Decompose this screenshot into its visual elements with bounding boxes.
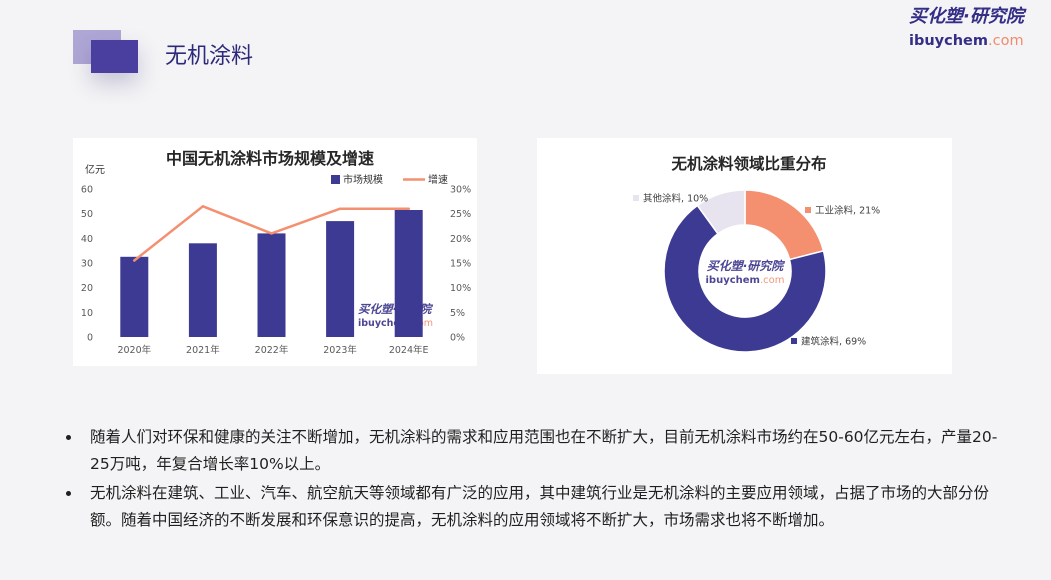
summary-bullet-list: 随着人们对环保和健康的关注不断增加，无机涂料的需求和应用范围也在不断扩大，目前无… bbox=[62, 424, 1005, 536]
bar bbox=[326, 221, 355, 337]
donut-slices bbox=[663, 189, 827, 353]
data-label: 其他涂料, 10% bbox=[633, 193, 708, 205]
x-axis-tick-label: 2021年 bbox=[186, 344, 220, 356]
bar bbox=[394, 210, 423, 337]
y2-axis-tick-label: 15% bbox=[450, 259, 471, 270]
data-label-unit: % bbox=[699, 194, 708, 205]
donut-slice bbox=[744, 189, 825, 261]
y-axis-tick-label: 50 bbox=[81, 209, 93, 220]
growth-rate-point bbox=[270, 232, 273, 235]
y-axis-tick-label: 20 bbox=[81, 283, 93, 294]
data-label-category: 建筑涂料 bbox=[801, 336, 840, 348]
logo-chinese-text: 买化塑·研究院 bbox=[909, 6, 1024, 27]
y-axis-tick-label: 10 bbox=[81, 308, 93, 319]
chart-legend: 市场规模 增速 bbox=[331, 173, 448, 186]
bullet-text: 随着人们对环保和健康的关注不断增加，无机涂料的需求和应用范围也在不断扩大，目前无… bbox=[90, 428, 998, 473]
data-label-swatch bbox=[633, 195, 639, 201]
x-axis-tick-label: 2022年 bbox=[255, 344, 289, 356]
y2-axis-tick-label: 5% bbox=[450, 308, 465, 319]
y2-axis-tick-label: 10% bbox=[450, 283, 471, 294]
page-title: 无机涂料 bbox=[165, 44, 254, 69]
data-label-text: 建筑涂料, 69% bbox=[801, 336, 866, 348]
watermark-domain-text: ibuychem.com bbox=[705, 275, 784, 286]
application-share-donut-chart: 无机涂料领域比重分布 工业涂料, 21%建筑涂料, 69%其他涂料, 10% 买… bbox=[633, 154, 880, 353]
line-series bbox=[133, 205, 410, 262]
y-axis-unit-label: 亿元 bbox=[85, 163, 105, 176]
legend-label-growth-rate: 增速 bbox=[428, 173, 448, 186]
data-label-value: 69 bbox=[845, 337, 857, 348]
donut-center-watermark: 买化塑·研究院 ibuychem.com bbox=[705, 259, 785, 286]
chart-title: 无机涂料领域比重分布 bbox=[670, 154, 826, 173]
bullet-icon bbox=[66, 435, 71, 440]
chart-axes: 0 10 20 30 40 50 60 0% 5% 10% 15% 20% 25% 30% 2020年 202… bbox=[81, 185, 471, 357]
donut-slice bbox=[663, 204, 827, 353]
data-label-unit: % bbox=[857, 337, 866, 348]
application-share-chart-card: 无机涂料领域比重分布 工业涂料, 21% 建筑涂料, 69% 其他涂料, 10% 买… bbox=[537, 138, 952, 374]
brand-logo: 买化塑·研究院 ibuychem.com bbox=[909, 6, 1024, 50]
y2-axis-tick-label: 20% bbox=[450, 234, 471, 245]
legend-label-market-size: 市场规模 bbox=[343, 173, 383, 186]
data-label-category: 工业涂料 bbox=[815, 205, 854, 217]
donut-slice bbox=[696, 189, 746, 235]
watermark-domain-name: ibuychem bbox=[705, 275, 759, 286]
x-axis-tick-label: 2024年E bbox=[389, 344, 429, 356]
logo-domain-text: ibuychem.com bbox=[909, 32, 1024, 50]
data-label-text: 工业涂料, 21% bbox=[815, 205, 880, 217]
bullet-icon bbox=[66, 491, 71, 496]
legend-bar-swatch bbox=[331, 175, 340, 184]
list-item: 无机涂料在建筑、工业、汽车、航空航天等领域都有广泛的应用，其中建筑行业是无机涂料… bbox=[62, 480, 1005, 534]
decorative-square-dark bbox=[91, 40, 138, 73]
data-label-text: 其他涂料, 10% bbox=[643, 193, 708, 205]
data-label-separator: , bbox=[681, 194, 687, 205]
data-label-value: 21 bbox=[859, 206, 871, 217]
data-label: 建筑涂料, 69% bbox=[791, 336, 866, 348]
y-axis-tick-label: 30 bbox=[81, 259, 93, 270]
x-axis-tick-label: 2020年 bbox=[117, 344, 151, 356]
y2-axis-tick-label: 25% bbox=[450, 209, 471, 220]
y-axis-tick-label: 60 bbox=[81, 185, 93, 196]
data-label-category: 其他涂料 bbox=[643, 193, 682, 205]
y-axis-tick-label: 40 bbox=[81, 234, 93, 245]
data-label-swatch bbox=[805, 207, 811, 213]
data-label-separator: , bbox=[839, 337, 845, 348]
watermark-chinese-text: 买化塑·研究院 bbox=[707, 259, 786, 273]
bar bbox=[257, 233, 286, 337]
bar-series bbox=[120, 210, 423, 337]
list-item: 随着人们对环保和健康的关注不断增加，无机涂料的需求和应用范围也在不断扩大，目前无… bbox=[62, 424, 1005, 478]
market-size-growth-chart: 中国无机涂料市场规模及增速 亿元 市场规模 增速 买化塑·研究院 ibuyche… bbox=[81, 149, 471, 357]
data-label-separator: , bbox=[853, 206, 859, 217]
growth-rate-point bbox=[133, 259, 136, 262]
data-label: 工业涂料, 21% bbox=[805, 205, 880, 217]
watermark-domain-suffix: .com bbox=[760, 275, 785, 286]
donut-data-labels: 工业涂料, 21%建筑涂料, 69%其他涂料, 10% bbox=[633, 193, 880, 348]
growth-rate-point bbox=[338, 207, 342, 210]
bullet-text: 无机涂料在建筑、工业、汽车、航空航天等领域都有广泛的应用，其中建筑行业是无机涂料… bbox=[90, 484, 990, 529]
bar bbox=[188, 243, 217, 337]
chart-title: 中国无机涂料市场规模及增速 bbox=[166, 149, 374, 168]
y2-axis-tick-label: 0% bbox=[450, 333, 465, 344]
growth-rate-point bbox=[201, 205, 205, 208]
logo-domain-suffix: .com bbox=[988, 33, 1024, 49]
watermark-domain-name: ibuychem bbox=[358, 318, 410, 329]
bar bbox=[120, 256, 149, 337]
market-size-chart-card: 中国无机涂料市场规模及增速 亿元 市场规模 增速 买化塑·研究院 ibuyche… bbox=[73, 138, 477, 366]
growth-rate-point bbox=[407, 207, 410, 210]
logo-domain-name: ibuychem bbox=[909, 33, 988, 49]
y-axis-tick-label: 0 bbox=[87, 333, 93, 344]
data-label-value: 10 bbox=[687, 194, 699, 205]
data-label-swatch bbox=[791, 338, 797, 344]
x-axis-tick-label: 2023年 bbox=[323, 344, 357, 356]
data-label-unit: % bbox=[871, 206, 880, 217]
y2-axis-tick-label: 30% bbox=[450, 185, 471, 196]
